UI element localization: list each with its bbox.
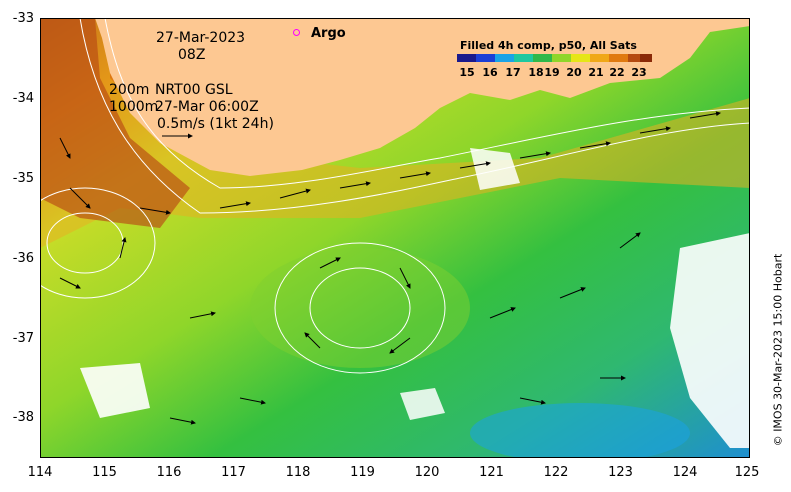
x-tick-label: 118: [285, 465, 311, 480]
colorbar-tick-label: 17: [505, 66, 521, 79]
contour-200m: [104, 18, 750, 189]
contour-depth-label: 200m: [109, 82, 150, 98]
y-tick-label: -36: [12, 251, 34, 266]
colorbar-tick-label: 18: [528, 66, 544, 79]
x-tick-label: 121: [479, 465, 504, 480]
cold-water-patch: [470, 403, 690, 458]
cloud-gap-2: [80, 363, 150, 418]
x-tick-label: 124: [672, 465, 698, 480]
cloud-gap-1: [670, 233, 750, 448]
colorbar-tick-label: 15: [459, 66, 475, 79]
current-time-label: 27-Mar 06:00Z: [155, 99, 259, 115]
legend-colorbar: [457, 54, 652, 62]
eddy-contour-3: [46, 212, 124, 274]
y-tick-label: -33: [12, 11, 34, 26]
eddy-contour-1: [309, 267, 411, 349]
x-tick-label: 114: [27, 465, 53, 480]
cloud-gap-3: [470, 148, 520, 190]
argo-float-marker: [293, 29, 300, 36]
sst-map-image: [40, 18, 750, 458]
legend-title: Filled 4h comp, p50, All Sats: [460, 39, 637, 52]
x-tick-label: 125: [734, 465, 760, 480]
current-product-label: NRT00 GSL: [155, 82, 233, 98]
x-tick-label: 117: [221, 465, 246, 480]
x-tick-label: 115: [92, 465, 117, 480]
colorbar-tick-label: 20: [566, 66, 582, 79]
x-tick-label: 120: [414, 465, 440, 480]
x-tick-label: 116: [156, 465, 182, 480]
contour-1000m: [79, 18, 750, 214]
eddy-contour-4: [40, 187, 156, 299]
eddy-contour-2: [274, 242, 446, 374]
map-border: [40, 18, 750, 458]
scale-arrow-label: 0.5m/s (1kt 24h): [157, 116, 274, 132]
colorbar-tick-label: 23: [631, 66, 647, 79]
current-vectors: [59, 111, 721, 425]
colorbar-tick-label: 21: [588, 66, 604, 79]
cool-eddy: [250, 248, 470, 368]
colorbar-tick-label: 16: [482, 66, 498, 79]
leeuwin-warm-core: [40, 18, 190, 228]
time-label: 08Z: [178, 47, 206, 63]
y-tick-label: -38: [12, 410, 34, 425]
y-tick-label: -37: [12, 331, 34, 346]
warm-current-band: [40, 18, 750, 248]
date-label: 27-Mar-2023: [156, 30, 246, 46]
y-tick-label: -35: [12, 171, 34, 186]
x-tick-label: 119: [350, 465, 375, 480]
argo-label: Argo: [311, 26, 346, 41]
y-tick-label: -34: [12, 91, 34, 106]
imos-credit: © IMOS 30-Mar-2023 15:00 Hobart: [771, 253, 785, 447]
x-tick-label: 123: [608, 465, 633, 480]
sst-map: [40, 18, 750, 458]
x-tick-label: 122: [543, 465, 569, 480]
colorbar-tick-label: 22: [609, 66, 625, 79]
contour-depth-label-2: 1000m: [109, 99, 159, 115]
cloud-gap-4: [400, 388, 445, 420]
colorbar-tick-label: 19: [544, 66, 560, 79]
